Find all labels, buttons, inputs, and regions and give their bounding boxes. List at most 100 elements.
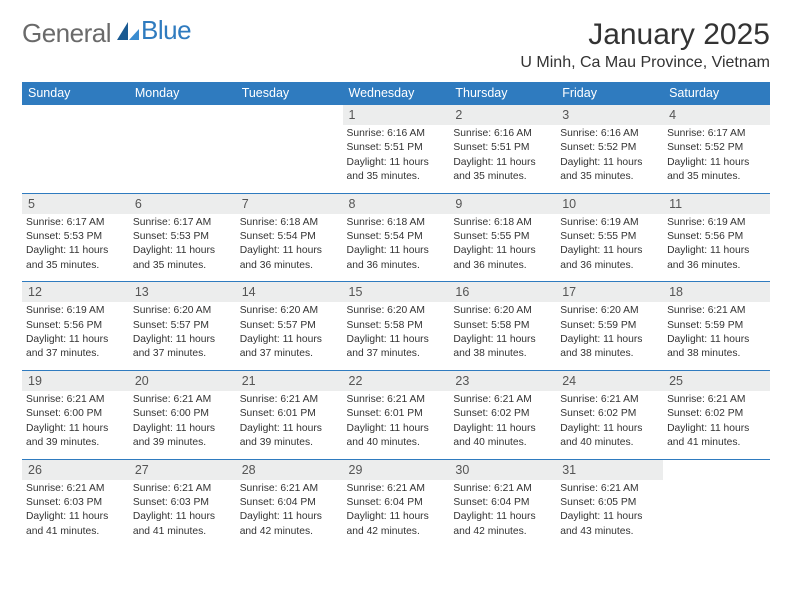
day-number: 21 xyxy=(236,371,343,391)
calendar-cell-empty xyxy=(236,105,343,194)
calendar-cell: 24Sunrise: 6:21 AMSunset: 6:02 PMDayligh… xyxy=(556,370,663,459)
day-number: 28 xyxy=(236,460,343,480)
title-block: January 2025 U Minh, Ca Mau Province, Vi… xyxy=(520,18,770,72)
logo: General Blue xyxy=(22,18,191,49)
day-detail: Sunrise: 6:16 AMSunset: 5:51 PMDaylight:… xyxy=(453,127,552,185)
calendar-cell: 27Sunrise: 6:21 AMSunset: 6:03 PMDayligh… xyxy=(129,459,236,547)
day-detail: Sunrise: 6:17 AMSunset: 5:52 PMDaylight:… xyxy=(667,127,766,185)
calendar-week-row: 12Sunrise: 6:19 AMSunset: 5:56 PMDayligh… xyxy=(22,282,770,371)
day-detail: Sunrise: 6:19 AMSunset: 5:55 PMDaylight:… xyxy=(560,216,659,274)
calendar-cell: 6Sunrise: 6:17 AMSunset: 5:53 PMDaylight… xyxy=(129,193,236,282)
day-detail: Sunrise: 6:21 AMSunset: 6:00 PMDaylight:… xyxy=(133,393,232,451)
calendar-cell: 16Sunrise: 6:20 AMSunset: 5:58 PMDayligh… xyxy=(449,282,556,371)
calendar-week-row: 5Sunrise: 6:17 AMSunset: 5:53 PMDaylight… xyxy=(22,193,770,282)
day-number: 7 xyxy=(236,194,343,214)
location-text: U Minh, Ca Mau Province, Vietnam xyxy=(520,54,770,72)
day-number: 19 xyxy=(22,371,129,391)
day-detail: Sunrise: 6:18 AMSunset: 5:55 PMDaylight:… xyxy=(453,216,552,274)
logo-word1: General xyxy=(22,18,111,49)
calendar-cell: 19Sunrise: 6:21 AMSunset: 6:00 PMDayligh… xyxy=(22,370,129,459)
calendar-cell-empty xyxy=(663,459,770,547)
day-number: 12 xyxy=(22,282,129,302)
day-number: 6 xyxy=(129,194,236,214)
day-detail: Sunrise: 6:21 AMSunset: 6:03 PMDaylight:… xyxy=(26,482,125,540)
calendar-week-row: 19Sunrise: 6:21 AMSunset: 6:00 PMDayligh… xyxy=(22,370,770,459)
calendar-cell: 18Sunrise: 6:21 AMSunset: 5:59 PMDayligh… xyxy=(663,282,770,371)
day-detail: Sunrise: 6:21 AMSunset: 6:04 PMDaylight:… xyxy=(347,482,446,540)
sail-icon xyxy=(115,20,141,47)
day-detail: Sunrise: 6:19 AMSunset: 5:56 PMDaylight:… xyxy=(667,216,766,274)
day-number: 23 xyxy=(449,371,556,391)
day-detail: Sunrise: 6:16 AMSunset: 5:52 PMDaylight:… xyxy=(560,127,659,185)
day-detail: Sunrise: 6:21 AMSunset: 5:59 PMDaylight:… xyxy=(667,304,766,362)
calendar-cell: 17Sunrise: 6:20 AMSunset: 5:59 PMDayligh… xyxy=(556,282,663,371)
day-detail: Sunrise: 6:20 AMSunset: 5:58 PMDaylight:… xyxy=(453,304,552,362)
weekday-header: Friday xyxy=(556,82,663,105)
day-number: 2 xyxy=(449,105,556,125)
day-detail: Sunrise: 6:21 AMSunset: 6:05 PMDaylight:… xyxy=(560,482,659,540)
day-number: 30 xyxy=(449,460,556,480)
calendar-cell: 5Sunrise: 6:17 AMSunset: 5:53 PMDaylight… xyxy=(22,193,129,282)
day-detail: Sunrise: 6:21 AMSunset: 6:02 PMDaylight:… xyxy=(453,393,552,451)
calendar-cell-empty xyxy=(22,105,129,194)
day-number: 27 xyxy=(129,460,236,480)
calendar-cell: 10Sunrise: 6:19 AMSunset: 5:55 PMDayligh… xyxy=(556,193,663,282)
day-number: 4 xyxy=(663,105,770,125)
calendar-cell: 26Sunrise: 6:21 AMSunset: 6:03 PMDayligh… xyxy=(22,459,129,547)
day-detail: Sunrise: 6:21 AMSunset: 6:02 PMDaylight:… xyxy=(667,393,766,451)
day-number: 9 xyxy=(449,194,556,214)
day-number: 16 xyxy=(449,282,556,302)
day-detail: Sunrise: 6:21 AMSunset: 6:04 PMDaylight:… xyxy=(240,482,339,540)
calendar-cell: 29Sunrise: 6:21 AMSunset: 6:04 PMDayligh… xyxy=(343,459,450,547)
weekday-header-row: SundayMondayTuesdayWednesdayThursdayFrid… xyxy=(22,82,770,105)
weekday-header: Sunday xyxy=(22,82,129,105)
day-detail: Sunrise: 6:20 AMSunset: 5:57 PMDaylight:… xyxy=(133,304,232,362)
day-detail: Sunrise: 6:18 AMSunset: 5:54 PMDaylight:… xyxy=(347,216,446,274)
day-number: 17 xyxy=(556,282,663,302)
calendar-cell: 21Sunrise: 6:21 AMSunset: 6:01 PMDayligh… xyxy=(236,370,343,459)
calendar-body: 1Sunrise: 6:16 AMSunset: 5:51 PMDaylight… xyxy=(22,105,770,548)
day-detail: Sunrise: 6:16 AMSunset: 5:51 PMDaylight:… xyxy=(347,127,446,185)
day-number: 13 xyxy=(129,282,236,302)
day-detail: Sunrise: 6:17 AMSunset: 5:53 PMDaylight:… xyxy=(26,216,125,274)
day-number: 24 xyxy=(556,371,663,391)
calendar-cell: 8Sunrise: 6:18 AMSunset: 5:54 PMDaylight… xyxy=(343,193,450,282)
weekday-header: Tuesday xyxy=(236,82,343,105)
day-number: 1 xyxy=(343,105,450,125)
calendar-cell: 4Sunrise: 6:17 AMSunset: 5:52 PMDaylight… xyxy=(663,105,770,194)
day-detail: Sunrise: 6:21 AMSunset: 6:01 PMDaylight:… xyxy=(240,393,339,451)
day-number: 29 xyxy=(343,460,450,480)
day-detail: Sunrise: 6:21 AMSunset: 6:02 PMDaylight:… xyxy=(560,393,659,451)
page-title: January 2025 xyxy=(520,18,770,52)
calendar-cell: 1Sunrise: 6:16 AMSunset: 5:51 PMDaylight… xyxy=(343,105,450,194)
day-detail: Sunrise: 6:21 AMSunset: 6:01 PMDaylight:… xyxy=(347,393,446,451)
weekday-header: Wednesday xyxy=(343,82,450,105)
day-number: 14 xyxy=(236,282,343,302)
calendar-cell: 3Sunrise: 6:16 AMSunset: 5:52 PMDaylight… xyxy=(556,105,663,194)
calendar-table: SundayMondayTuesdayWednesdayThursdayFrid… xyxy=(22,82,770,547)
calendar-cell: 30Sunrise: 6:21 AMSunset: 6:04 PMDayligh… xyxy=(449,459,556,547)
calendar-week-row: 26Sunrise: 6:21 AMSunset: 6:03 PMDayligh… xyxy=(22,459,770,547)
calendar-cell: 15Sunrise: 6:20 AMSunset: 5:58 PMDayligh… xyxy=(343,282,450,371)
calendar-cell-empty xyxy=(129,105,236,194)
day-number: 20 xyxy=(129,371,236,391)
day-detail: Sunrise: 6:21 AMSunset: 6:03 PMDaylight:… xyxy=(133,482,232,540)
day-number: 3 xyxy=(556,105,663,125)
calendar-cell: 11Sunrise: 6:19 AMSunset: 5:56 PMDayligh… xyxy=(663,193,770,282)
calendar-cell: 12Sunrise: 6:19 AMSunset: 5:56 PMDayligh… xyxy=(22,282,129,371)
day-detail: Sunrise: 6:21 AMSunset: 6:00 PMDaylight:… xyxy=(26,393,125,451)
calendar-cell: 13Sunrise: 6:20 AMSunset: 5:57 PMDayligh… xyxy=(129,282,236,371)
day-number: 26 xyxy=(22,460,129,480)
weekday-header: Monday xyxy=(129,82,236,105)
day-detail: Sunrise: 6:19 AMSunset: 5:56 PMDaylight:… xyxy=(26,304,125,362)
day-number: 22 xyxy=(343,371,450,391)
weekday-header: Thursday xyxy=(449,82,556,105)
logo-word2: Blue xyxy=(141,15,191,46)
day-detail: Sunrise: 6:21 AMSunset: 6:04 PMDaylight:… xyxy=(453,482,552,540)
day-detail: Sunrise: 6:17 AMSunset: 5:53 PMDaylight:… xyxy=(133,216,232,274)
calendar-week-row: 1Sunrise: 6:16 AMSunset: 5:51 PMDaylight… xyxy=(22,105,770,194)
day-number: 10 xyxy=(556,194,663,214)
header: General Blue January 2025 U Minh, Ca Mau… xyxy=(22,18,770,72)
weekday-header: Saturday xyxy=(663,82,770,105)
calendar-cell: 14Sunrise: 6:20 AMSunset: 5:57 PMDayligh… xyxy=(236,282,343,371)
